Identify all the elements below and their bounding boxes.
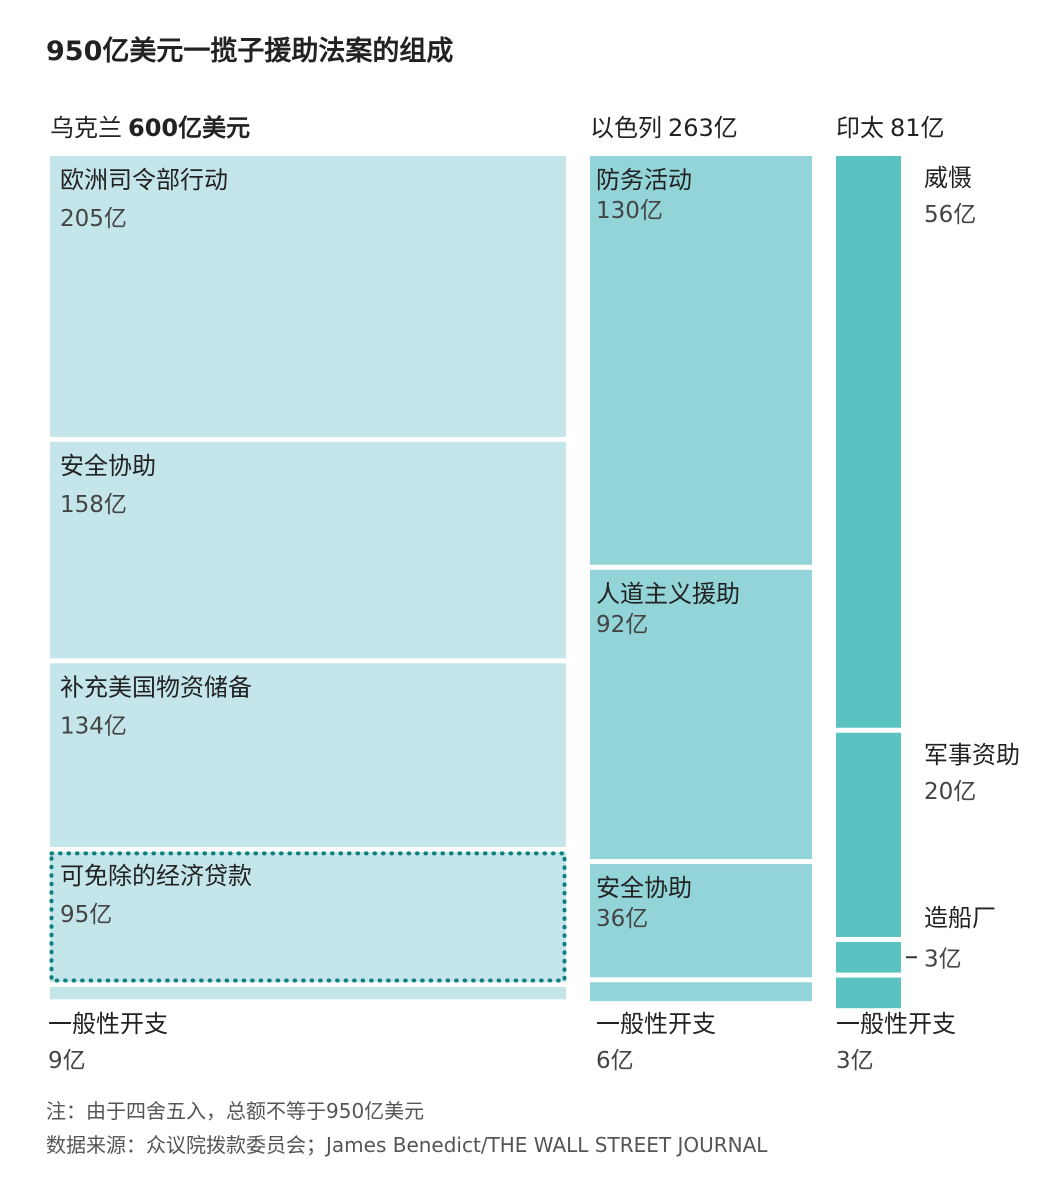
chart-title: 950亿美元一揽子援助法案的组成 bbox=[46, 35, 453, 67]
segment-israel-3-label: 一般性开支 bbox=[596, 1010, 716, 1038]
segment-indopacific-0-value: 56亿 bbox=[924, 202, 976, 228]
segment-israel-1-label: 人道主义援助 bbox=[596, 580, 740, 608]
segment-israel-3-rect bbox=[590, 982, 812, 1002]
column-header-indopacific-value: 81亿 bbox=[890, 114, 945, 142]
segment-ukraine-1-label: 安全协助 bbox=[60, 452, 156, 480]
segment-indopacific-2-value: 3亿 bbox=[924, 946, 962, 972]
segment-indopacific-2-label: 造船厂 bbox=[924, 904, 996, 932]
segment-indopacific-3-rect bbox=[836, 977, 901, 1009]
footnote: 注：由于四舍五入，总额不等于950亿美元 bbox=[46, 1099, 424, 1123]
segment-ukraine-0-value: 205亿 bbox=[60, 206, 127, 232]
segment-israel-0-value: 130亿 bbox=[596, 198, 663, 224]
column-header-ukraine: 乌克兰 600亿美元 bbox=[50, 114, 250, 142]
segment-indopacific-0-label: 威慑 bbox=[924, 164, 972, 192]
segment-israel-2-rect bbox=[590, 864, 812, 978]
segment-ukraine-3-rect bbox=[50, 851, 566, 983]
segment-israel-0-rect bbox=[590, 156, 812, 565]
segment-indopacific-2-rect bbox=[836, 941, 901, 973]
segment-israel-2-label: 安全协助 bbox=[596, 874, 692, 902]
column-header-israel-name: 以色列 bbox=[590, 114, 662, 142]
segment-israel-3-value: 6亿 bbox=[596, 1048, 634, 1074]
column-header-ukraine-value: 600亿美元 bbox=[128, 114, 250, 142]
column-header-indopacific-name: 印太 bbox=[836, 114, 884, 142]
segment-israel-1-rect bbox=[590, 569, 812, 860]
segment-indopacific-3-value: 3亿 bbox=[836, 1048, 874, 1074]
column-header-israel-value: 263亿 bbox=[668, 114, 738, 142]
column-header-israel: 以色列 263亿 bbox=[590, 114, 738, 142]
segment-ukraine-4-label: 一般性开支 bbox=[48, 1010, 168, 1038]
segment-ukraine-2-label: 补充美国物资储备 bbox=[60, 673, 252, 701]
segment-israel-1-value: 92亿 bbox=[596, 612, 648, 638]
source-note: 数据来源：众议院拨款委员会；James Benedict/THE WALL ST… bbox=[46, 1133, 768, 1157]
segment-indopacific-3-label: 一般性开支 bbox=[836, 1010, 956, 1038]
segment-israel-0-label: 防务活动 bbox=[596, 166, 692, 194]
segment-ukraine-4-value: 9亿 bbox=[48, 1048, 86, 1074]
segment-indopacific-1-rect bbox=[836, 732, 901, 937]
segment-ukraine-2-value: 134亿 bbox=[60, 713, 127, 739]
column-header-indopacific: 印太 81亿 bbox=[836, 114, 945, 142]
segment-ukraine-1-rect bbox=[50, 441, 566, 659]
segment-ukraine-0-rect bbox=[50, 156, 566, 437]
segment-indopacific-1-label: 军事资助 bbox=[924, 741, 1020, 769]
segment-ukraine-1-value: 158亿 bbox=[60, 492, 127, 518]
column-header-ukraine-name: 乌克兰 bbox=[50, 114, 122, 142]
segment-ukraine-2-rect bbox=[50, 663, 566, 847]
segment-indopacific-0-rect bbox=[836, 156, 901, 728]
segment-ukraine-3-value: 95亿 bbox=[60, 902, 112, 928]
segment-ukraine-3-label: 可免除的经济贷款 bbox=[60, 862, 252, 890]
segment-ukraine-0-label: 欧洲司令部行动 bbox=[60, 166, 228, 194]
segment-indopacific-1-value: 20亿 bbox=[924, 779, 976, 805]
segment-ukraine-3-highlight-border bbox=[49, 851, 567, 983]
segment-israel-2-value: 36亿 bbox=[596, 906, 648, 932]
segment-ukraine-4-rect bbox=[50, 987, 566, 1000]
